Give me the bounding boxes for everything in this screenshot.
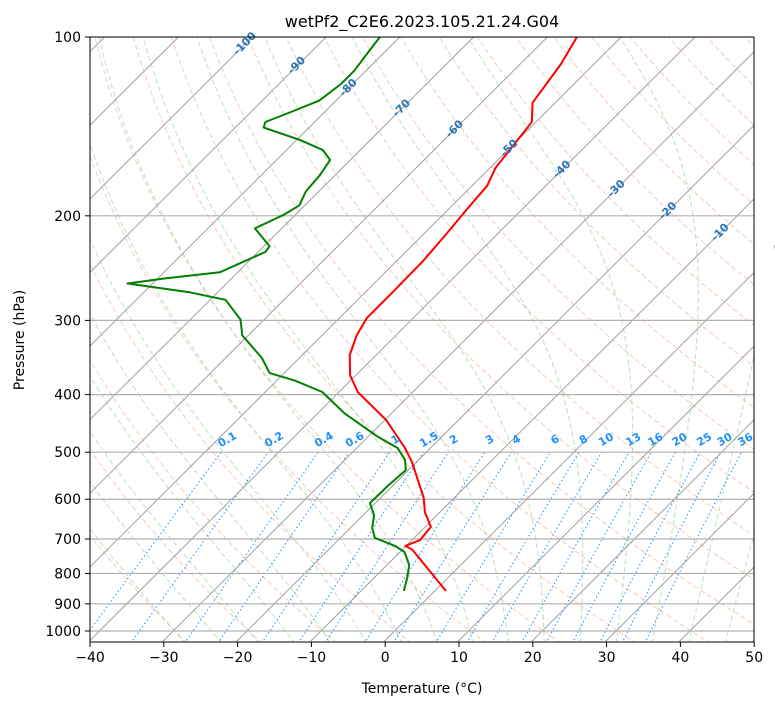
x-axis-label: Temperature (°C): [361, 681, 483, 697]
isotherm: [679, 37, 775, 642]
moist-adiabat: [99, 37, 437, 644]
isotherm: [0, 37, 326, 642]
mixing-ratio-label: 2: [447, 432, 460, 447]
y-tick-label: 600: [54, 492, 81, 508]
mixing-ratio-line: [262, 452, 390, 643]
mixing-ratio-label: 13: [624, 430, 644, 449]
dry-adiabat: [324, 37, 775, 644]
dry-adiabat: [363, 37, 775, 644]
mixing-ratio-line: [572, 452, 675, 643]
y-tick-label: 500: [54, 445, 81, 461]
isotherm: [384, 37, 775, 642]
dry-adiabat: [668, 37, 775, 644]
x-tick-label: −20: [223, 650, 253, 666]
y-axis-label: Pressure (hPa): [12, 290, 28, 390]
moist-adiabat: [725, 37, 775, 644]
mixing-ratio-label: 16: [646, 430, 666, 449]
dry-adiabat: [19, 37, 412, 644]
x-tick-label: 20: [524, 650, 542, 666]
x-tick-label: 0: [381, 650, 390, 666]
mixing-ratio-label: 0.1: [216, 429, 239, 450]
isotherm: [88, 37, 695, 642]
dry-adiabat: [439, 37, 775, 644]
mixing-ratio-label: 0.4: [312, 429, 336, 450]
y-tick-label: 400: [54, 388, 81, 404]
mixing-ratio-label: 36: [736, 430, 756, 449]
dry-adiabat: [745, 37, 775, 644]
y-tick-label: 700: [54, 532, 81, 548]
mixing-ratio-label: 0.2: [262, 429, 285, 450]
y-tick-label: 800: [54, 566, 81, 582]
y-tick-label: 1000: [45, 624, 81, 640]
y-tick-label: 200: [54, 209, 81, 225]
isotherm: [605, 37, 775, 642]
mixing-ratio-label: 4: [510, 432, 523, 447]
dry-adiabat: [0, 37, 337, 644]
x-tick-label: 40: [671, 650, 689, 666]
isotherm: [310, 37, 775, 642]
moist-adiabat: [62, 37, 402, 644]
mixing-ratio-line: [80, 452, 221, 643]
moist-adiabat: [352, 37, 583, 644]
moist-adiabat: [0, 37, 223, 644]
y-tick-label: 100: [54, 30, 81, 46]
isotherm: [0, 37, 400, 642]
x-tick-label: 50: [745, 650, 763, 666]
mixing-ratio-label: 3: [483, 432, 496, 447]
dry-adiabat: [210, 37, 775, 644]
mixing-ratio-label: 20: [670, 430, 690, 449]
moist-adiabat: [31, 37, 367, 644]
profiles: [128, 37, 577, 591]
moist-adiabat: [3, 37, 331, 644]
isotherm-label: -90: [285, 54, 308, 77]
mixing-ratio-line: [184, 452, 318, 643]
isotherm: [15, 37, 622, 642]
x-tick-label: 30: [598, 650, 616, 666]
x-tick-label: −10: [297, 650, 327, 666]
isotherm: [162, 37, 769, 642]
dry-adiabat: [630, 37, 775, 644]
dry-adiabat: [592, 37, 775, 644]
mixing-ratio-label: 8: [577, 432, 590, 447]
moist-adiabat: [468, 37, 633, 644]
chart-title: wetPf2_C2E6.2023.105.21.24.G04: [285, 12, 559, 32]
temperature-profile: [350, 37, 577, 591]
isotherm: [0, 37, 252, 642]
moist-adiabat: [689, 37, 775, 644]
x-tick-label: −40: [75, 650, 105, 666]
mixing-ratio-label: 25: [694, 430, 714, 449]
dry-adiabat: [515, 37, 775, 644]
dry-adiabat: [554, 37, 775, 644]
mixing-ratio-label: 30: [715, 430, 735, 449]
dry-adiabat: [0, 37, 262, 644]
mixing-ratio-line: [491, 452, 601, 643]
mixing-ratio-line: [436, 452, 551, 643]
mixing-ratio-line: [218, 452, 350, 643]
x-tick-label: −30: [149, 650, 179, 666]
y-tick-label: 900: [54, 597, 81, 613]
mixing-ratio-label: 0.6: [343, 429, 367, 450]
y-tick-label: 300: [54, 313, 81, 329]
isotherm-label: -70: [390, 96, 413, 119]
mixing-ratio-label: 10: [596, 430, 616, 449]
moist-adiabat: [0, 37, 295, 644]
mixing-ratio-line: [131, 452, 269, 643]
isotherm-label: 0: [771, 240, 775, 255]
mixing-ratio-line: [325, 452, 449, 643]
dry-adiabat: [248, 37, 775, 644]
background-lines: [0, 37, 775, 644]
isotherm: [531, 37, 775, 642]
isotherm: [753, 37, 775, 642]
dry-adiabat: [0, 37, 187, 644]
x-tick-label: 10: [450, 650, 468, 666]
dry-adiabat: [707, 37, 775, 644]
mixing-ratio-line: [599, 452, 700, 643]
moist-adiabat: [0, 37, 259, 644]
dry-adiabat: [57, 37, 487, 644]
dry-adiabat: [133, 37, 636, 644]
axes: −40 −30 −20 −10 0 10 20 30 40 50 100 200 300 400 500 60…: [45, 30, 763, 666]
